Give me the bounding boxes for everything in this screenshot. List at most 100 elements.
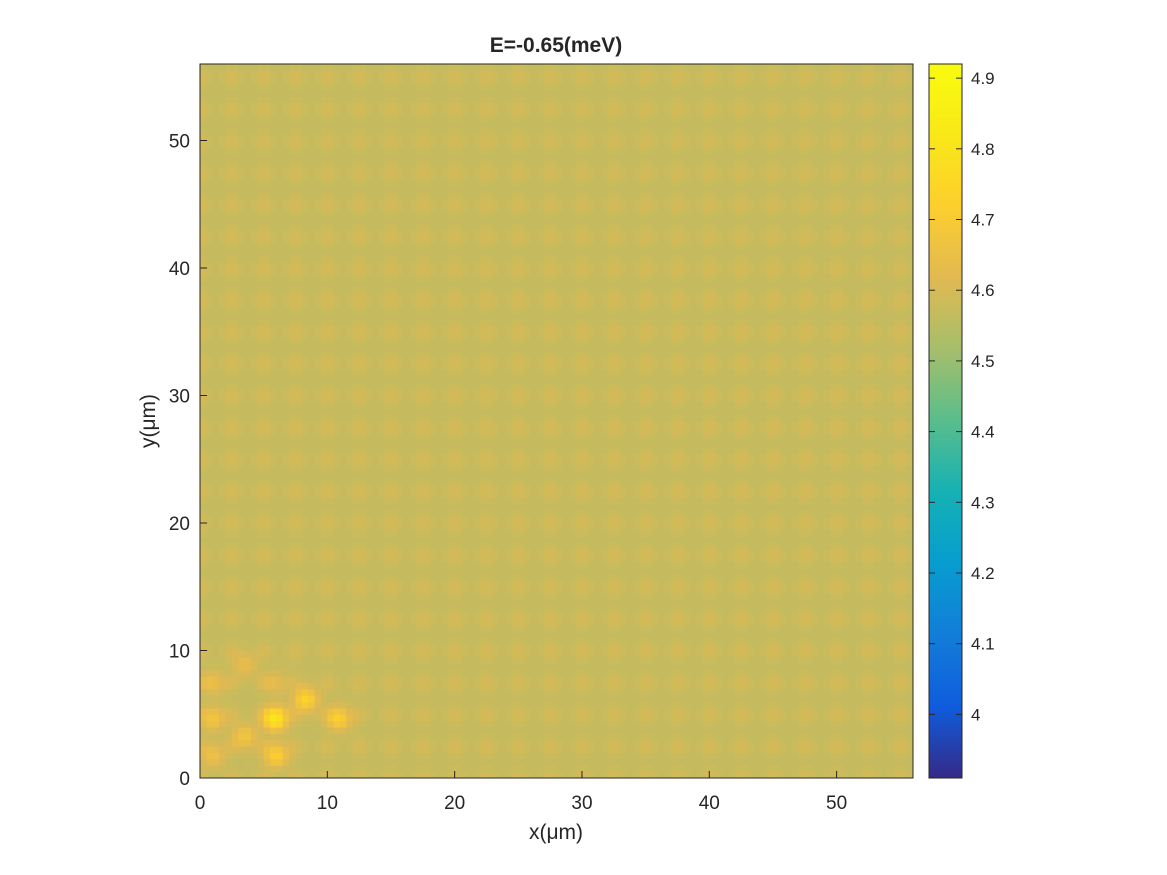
heatmap-cell — [320, 618, 328, 626]
heatmap-cell — [340, 497, 348, 505]
heatmap-cell — [601, 548, 609, 556]
heatmap-cell — [301, 656, 309, 664]
heatmap-cell — [225, 599, 233, 607]
heatmap-cell — [390, 510, 398, 518]
heatmap-cell — [658, 567, 666, 575]
heatmap-cell — [397, 752, 405, 760]
heatmap-cell — [200, 516, 207, 524]
heatmap-cell — [874, 714, 882, 722]
heatmap-cell — [893, 765, 901, 773]
heatmap-cell — [518, 637, 526, 645]
heatmap-cell — [607, 701, 615, 709]
heatmap-cell — [327, 656, 335, 664]
heatmap-cell — [365, 561, 373, 569]
heatmap-cell — [282, 510, 290, 518]
heatmap-cell — [505, 707, 513, 715]
heatmap-cell — [728, 644, 736, 652]
heatmap-cell — [473, 586, 481, 594]
heatmap-cell — [410, 695, 418, 703]
heatmap-cell — [448, 688, 456, 696]
heatmap-cell — [365, 656, 373, 664]
heatmap-cell — [792, 503, 800, 511]
heatmap-cell — [594, 586, 602, 594]
heatmap-cell — [874, 535, 882, 543]
heatmap-cell — [639, 746, 647, 754]
heatmap-cell — [613, 497, 621, 505]
heatmap-cell — [543, 548, 551, 556]
heatmap-cell — [231, 733, 239, 741]
heatmap-cell — [543, 631, 551, 639]
heatmap-cell — [429, 637, 437, 645]
heatmap-cell — [722, 523, 729, 530]
heatmap-cell — [632, 523, 640, 530]
heatmap-cell — [741, 586, 749, 594]
heatmap-cell — [722, 529, 729, 537]
heatmap-cell — [658, 765, 666, 773]
heatmap-cell — [225, 669, 233, 677]
heatmap-cell — [200, 548, 207, 556]
heatmap-cell — [219, 574, 227, 581]
heatmap-cell — [658, 676, 666, 683]
heatmap-cell — [550, 707, 558, 715]
heatmap-cell — [709, 561, 717, 569]
heatmap-cell — [378, 580, 386, 588]
heatmap-cell — [346, 707, 354, 715]
heatmap-cell — [429, 535, 437, 543]
heatmap-cell — [792, 695, 800, 703]
heatmap-cell — [817, 720, 825, 728]
heatmap-cell — [390, 663, 398, 671]
heatmap-cell — [836, 618, 844, 626]
heatmap-cell — [639, 739, 647, 747]
heatmap-cell — [760, 605, 768, 613]
heatmap-cell — [231, 497, 239, 505]
heatmap-cell — [346, 656, 354, 664]
heatmap-cell — [613, 682, 621, 690]
heatmap-cell — [365, 765, 373, 773]
heatmap-cell — [785, 707, 793, 715]
heatmap-cell — [855, 714, 863, 722]
heatmap-cell — [371, 637, 379, 645]
heatmap-cell — [276, 542, 284, 550]
heatmap-cell — [722, 644, 729, 652]
heatmap-cell — [473, 574, 481, 581]
heatmap-cell — [454, 580, 462, 588]
heatmap-cell — [626, 586, 634, 594]
heatmap-cell — [772, 637, 780, 645]
heatmap-cell — [785, 625, 793, 632]
heatmap-cell — [779, 688, 787, 696]
heatmap-cell — [677, 599, 685, 607]
heatmap-cell — [664, 586, 672, 594]
heatmap-cell — [772, 618, 780, 626]
heatmap-cell — [728, 720, 736, 728]
heatmap-cell — [868, 516, 876, 524]
heatmap-cell — [696, 637, 704, 645]
heatmap-cell — [461, 727, 468, 734]
heatmap-cell — [403, 631, 411, 639]
heatmap-cell — [238, 599, 246, 607]
heatmap-cell — [461, 567, 468, 575]
heatmap-cell — [550, 625, 558, 632]
heatmap-cell — [753, 676, 761, 683]
heatmap-cell — [416, 510, 424, 518]
heatmap-cell — [531, 669, 539, 677]
heatmap-cell — [760, 688, 768, 696]
heatmap-cell — [511, 676, 519, 683]
heatmap-cell — [511, 644, 519, 652]
heatmap-cell — [639, 663, 647, 671]
heatmap-cell — [263, 771, 271, 778]
heatmap-cell — [365, 714, 373, 722]
heatmap-cell — [613, 503, 621, 511]
heatmap-cell — [562, 491, 570, 499]
heatmap-cell — [792, 663, 800, 671]
heatmap-cell — [671, 510, 679, 518]
heatmap-cell — [359, 548, 367, 556]
heatmap-cell — [849, 567, 857, 575]
heatmap-cell — [250, 650, 258, 658]
heatmap-cell — [651, 593, 659, 601]
heatmap-cell — [696, 758, 704, 766]
heatmap-cell — [760, 535, 768, 543]
heatmap-cell — [454, 637, 462, 645]
heatmap-cell — [282, 644, 290, 652]
heatmap-cell — [289, 727, 297, 734]
heatmap-cell — [632, 727, 640, 734]
